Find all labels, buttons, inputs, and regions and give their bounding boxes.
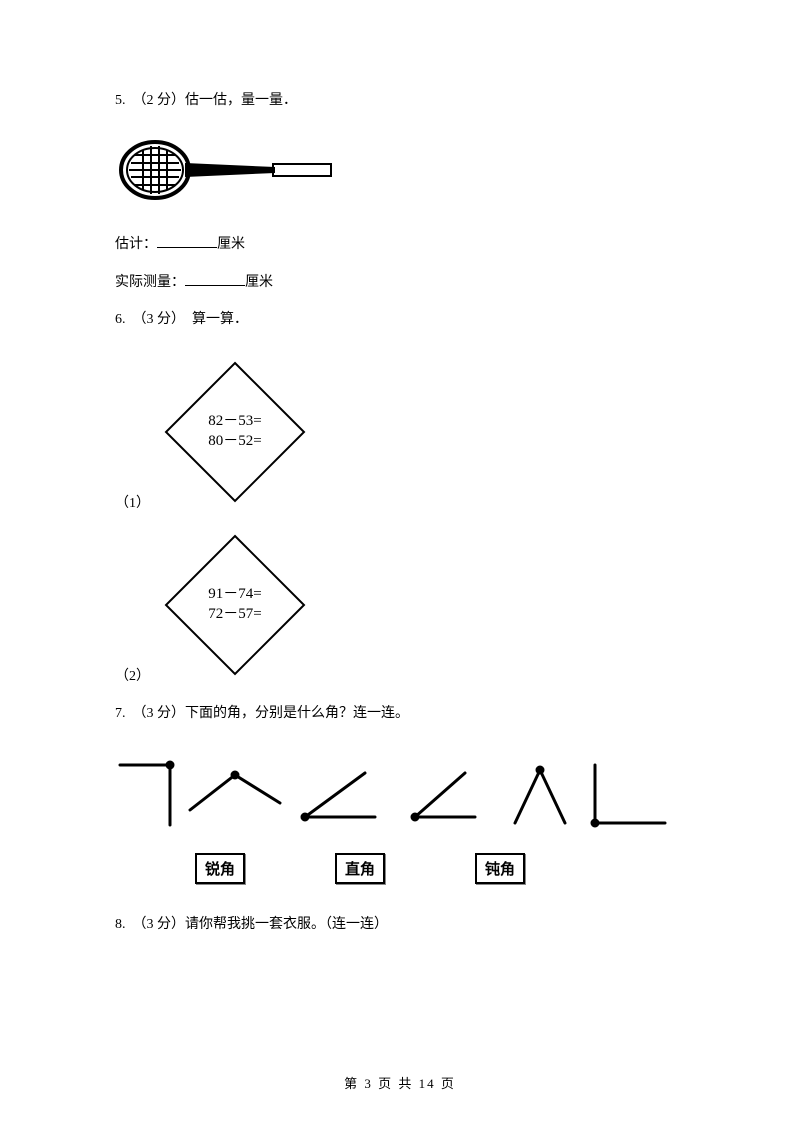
label-acute: 锐角 — [195, 853, 245, 884]
q5-estimate-line: 估计： 厘米 — [115, 233, 685, 253]
q5-measure-line: 实际测量： 厘米 — [115, 271, 685, 291]
q7-angles-figure: 锐角 直角 钝角 — [115, 755, 685, 884]
estimate-unit: 厘米 — [217, 237, 245, 252]
measure-label: 实际测量： — [115, 275, 185, 290]
d2-eq2: 72－57= — [208, 606, 261, 622]
q6-diamond1-row: （1） 82－53= 80－52= — [115, 357, 685, 512]
label-obtuse: 钝角 — [475, 853, 525, 884]
measure-unit: 厘米 — [245, 275, 273, 290]
estimate-label: 估计： — [115, 237, 157, 252]
diamond2: 91－74= 72－57= — [160, 530, 310, 680]
q6-text: 6. （3 分） 算一算． — [115, 309, 685, 331]
measure-blank[interactable] — [185, 272, 245, 286]
estimate-blank[interactable] — [157, 234, 217, 248]
d1-eq2: 80－52= — [208, 433, 261, 449]
q5-text: 5. （2 分）估一估，量一量． — [115, 90, 685, 112]
q6-sub2: （2） — [115, 665, 150, 685]
d2-eq1: 91－74= — [208, 586, 261, 602]
angle-labels-row: 锐角 直角 钝角 — [195, 853, 685, 884]
q6-diamond2-row: （2） 91－74= 72－57= — [115, 530, 685, 685]
q6-sub1: （1） — [115, 492, 150, 512]
d1-eq1: 82－53= — [208, 413, 261, 429]
label-right: 直角 — [335, 853, 385, 884]
diamond1: 82－53= 80－52= — [160, 357, 310, 507]
q8-text: 8. （3 分）请你帮我挑一套衣服。（连一连） — [115, 914, 685, 936]
q5-racket-figure — [115, 130, 685, 215]
q7-text: 7. （3 分）下面的角，分别是什么角？连一连。 — [115, 703, 685, 725]
page-footer: 第 3 页 共 14 页 — [0, 1073, 800, 1092]
